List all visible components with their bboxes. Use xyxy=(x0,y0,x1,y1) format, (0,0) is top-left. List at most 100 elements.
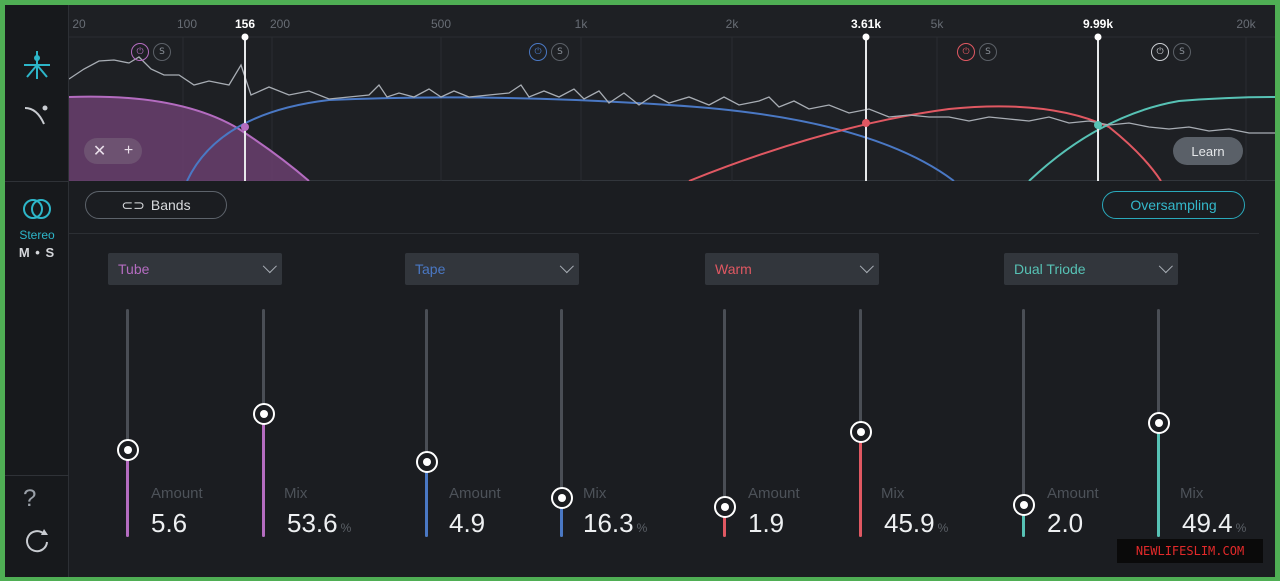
slider-knob[interactable] xyxy=(1148,412,1170,434)
amount-value[interactable]: 4.9 xyxy=(449,508,486,538)
stereo-label[interactable]: Stereo xyxy=(19,228,55,242)
chevron-down-icon xyxy=(859,259,874,274)
saturation-type-dropdown[interactable]: Tube xyxy=(108,253,282,285)
bands-button-label: Bands xyxy=(150,197,191,213)
band-panel-2: Tape Amount 4.9 Mix 16.3% xyxy=(405,5,695,577)
saturation-type-value: Dual Triode xyxy=(1014,261,1086,277)
freq-tick-band1-crossover[interactable]: 156 xyxy=(234,17,256,31)
freq-tick: 500 xyxy=(430,17,452,31)
band4-solo-button[interactable]: S xyxy=(1173,43,1191,61)
stereo-rings-icon[interactable] xyxy=(17,191,57,227)
amount-slider[interactable] xyxy=(1013,309,1035,537)
mix-label: Mix xyxy=(881,485,905,502)
slider-track xyxy=(560,309,563,537)
left-rail: Stereo M • S ? xyxy=(5,5,69,577)
band1-power-icon[interactable]: ⏻ xyxy=(131,43,149,61)
amount-label: Amount xyxy=(1047,485,1099,502)
amount-slider[interactable] xyxy=(117,309,139,537)
mix-number: 49.4 xyxy=(1182,508,1233,538)
slider-fill xyxy=(425,461,428,537)
slider-knob[interactable] xyxy=(253,402,275,425)
mid-side-toggle[interactable]: M • S xyxy=(18,245,56,260)
mix-number: 45.9 xyxy=(884,508,935,538)
slider-track xyxy=(126,309,129,537)
saturation-type-dropdown[interactable]: Warm xyxy=(705,253,879,285)
curve-icon[interactable] xyxy=(17,97,57,133)
slider-knob[interactable] xyxy=(850,421,872,444)
remove-band-icon[interactable]: ✕ xyxy=(92,143,107,160)
amount-slider[interactable] xyxy=(714,309,736,537)
bands-button[interactable]: ⊂⊃ Bands xyxy=(85,191,227,219)
slider-fill xyxy=(1022,505,1025,537)
percent-unit: % xyxy=(937,521,949,535)
mix-value[interactable]: 16.3% xyxy=(583,508,647,539)
slider-knob[interactable] xyxy=(117,439,139,462)
band3-power-icon[interactable]: ⏻ xyxy=(957,43,975,61)
band4-badges: ⏻ S xyxy=(1151,43,1193,61)
oversampling-button[interactable]: Oversampling xyxy=(1102,191,1245,219)
section-divider xyxy=(69,233,1259,234)
amount-value[interactable]: 1.9 xyxy=(748,508,785,538)
percent-unit: % xyxy=(340,521,352,535)
saturation-type-value: Tape xyxy=(415,261,446,277)
history-icon[interactable] xyxy=(17,523,57,559)
band2-badges: ⏻ S xyxy=(529,43,571,61)
spectrum-icon[interactable] xyxy=(17,47,57,83)
band2-solo-button[interactable]: S xyxy=(551,43,569,61)
watermark: NEWLIFESLIM.COM xyxy=(1117,539,1263,563)
slider-knob[interactable] xyxy=(714,496,736,519)
band-panel-3: Warm Amount 1.9 Mix 45.9% xyxy=(705,5,995,577)
percent-unit: % xyxy=(1235,521,1247,535)
mix-value[interactable]: 53.6% xyxy=(287,508,351,539)
band1-solo-button[interactable]: S xyxy=(153,43,171,61)
band2-power-icon[interactable]: ⏻ xyxy=(529,43,547,61)
mix-slider[interactable] xyxy=(253,309,275,537)
chevron-down-icon xyxy=(559,259,574,274)
slider-track xyxy=(425,309,428,537)
percent-unit: % xyxy=(636,521,648,535)
saturation-type-dropdown[interactable]: Dual Triode xyxy=(1004,253,1178,285)
band-edit-pill[interactable]: ✕ + xyxy=(84,138,142,164)
help-icon[interactable]: ? xyxy=(23,485,37,512)
freq-tick-band3-crossover[interactable]: 9.99k xyxy=(1082,17,1114,31)
slider-knob[interactable] xyxy=(416,450,438,473)
slider-knob[interactable] xyxy=(1013,494,1035,517)
mix-number: 16.3 xyxy=(583,508,634,538)
plugin-window: Stereo M • S ? xyxy=(5,5,1275,577)
learn-button[interactable]: Learn xyxy=(1173,137,1243,165)
saturation-type-value: Tube xyxy=(118,261,150,277)
freq-tick: 20 xyxy=(72,17,86,31)
freq-tick-band2-crossover[interactable]: 3.61k xyxy=(850,17,882,31)
rail-divider xyxy=(5,475,69,476)
slider-fill xyxy=(1157,423,1160,537)
mix-slider[interactable] xyxy=(551,309,573,537)
mix-slider[interactable] xyxy=(850,309,872,537)
amount-label: Amount xyxy=(151,485,203,502)
freq-tick: 100 xyxy=(176,17,198,31)
band1-badges: ⏻ S xyxy=(131,43,173,61)
mix-slider[interactable] xyxy=(1148,309,1170,537)
band4-power-icon[interactable]: ⏻ xyxy=(1151,43,1169,61)
amount-label: Amount xyxy=(748,485,800,502)
saturation-type-dropdown[interactable]: Tape xyxy=(405,253,579,285)
amount-value[interactable]: 5.6 xyxy=(151,508,188,538)
slider-track xyxy=(723,309,726,537)
amount-slider[interactable] xyxy=(416,309,438,537)
freq-tick: 20k xyxy=(1236,17,1256,31)
mix-value[interactable]: 49.4% xyxy=(1182,508,1246,539)
amount-value[interactable]: 2.0 xyxy=(1047,508,1084,538)
band-panel-4: Dual Triode Amount 2.0 Mix 49.4% xyxy=(1004,5,1275,577)
slider-fill xyxy=(859,432,862,537)
slider-knob[interactable] xyxy=(551,487,573,510)
freq-tick: 5k xyxy=(930,17,944,31)
amount-label: Amount xyxy=(449,485,501,502)
chevron-down-icon xyxy=(1158,259,1173,274)
slider-fill xyxy=(126,450,129,537)
add-band-icon[interactable]: + xyxy=(123,142,134,159)
spectrum-display[interactable]: ⏻ S ⏻ S ⏻ S ⏻ S ✕ + Learn xyxy=(69,5,1275,181)
band3-solo-button[interactable]: S xyxy=(979,43,997,61)
mix-number: 53.6 xyxy=(287,508,338,538)
mix-value[interactable]: 45.9% xyxy=(884,508,948,539)
freq-tick: 200 xyxy=(269,17,291,31)
slider-fill xyxy=(560,498,563,537)
